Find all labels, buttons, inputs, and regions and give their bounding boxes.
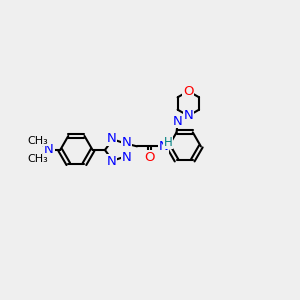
Text: N: N bbox=[122, 151, 131, 164]
Text: N: N bbox=[106, 132, 116, 145]
Text: N: N bbox=[106, 155, 116, 168]
Text: O: O bbox=[183, 85, 194, 98]
Text: CH₃: CH₃ bbox=[28, 136, 49, 146]
Text: N: N bbox=[159, 140, 169, 153]
Text: CH₃: CH₃ bbox=[28, 154, 49, 164]
Text: N: N bbox=[122, 136, 131, 149]
Text: H: H bbox=[164, 136, 172, 149]
Text: N: N bbox=[184, 110, 193, 122]
Text: N: N bbox=[173, 115, 183, 128]
Text: O: O bbox=[144, 151, 155, 164]
Text: N: N bbox=[44, 143, 54, 157]
